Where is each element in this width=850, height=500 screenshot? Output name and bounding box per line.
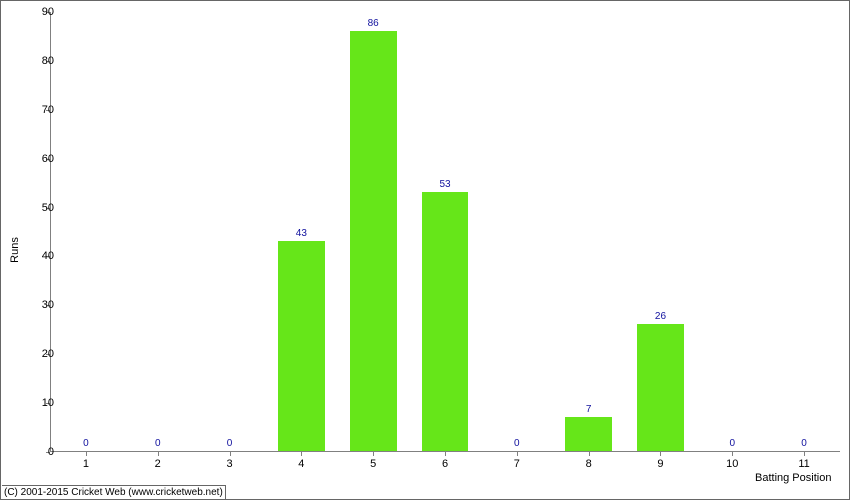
bar-value-label: 53: [439, 179, 450, 190]
xtick-label: 4: [298, 458, 304, 470]
xtick-label: 6: [442, 458, 448, 470]
ytick-label: 60: [42, 153, 54, 165]
bar: [422, 192, 469, 451]
xtick-mark: [804, 452, 805, 456]
bar: [278, 241, 325, 451]
bar: [350, 31, 397, 451]
ytick-label: 30: [42, 299, 54, 311]
bar-value-label: 26: [655, 311, 666, 322]
bar-value-label: 7: [586, 404, 592, 415]
y-axis-line: [50, 12, 51, 452]
copyright-label: (C) 2001-2015 Cricket Web (www.cricketwe…: [2, 485, 226, 499]
xtick-mark: [589, 452, 590, 456]
xtick-label: 10: [726, 458, 738, 470]
ytick-label: 70: [42, 104, 54, 116]
ytick-label: 40: [42, 250, 54, 262]
bar-value-label: 0: [227, 438, 233, 449]
ytick-label: 50: [42, 202, 54, 214]
bar-value-label: 86: [368, 18, 379, 29]
xtick-mark: [230, 452, 231, 456]
bar-value-label: 0: [155, 438, 161, 449]
xtick-label: 1: [83, 458, 89, 470]
bar: [565, 417, 612, 451]
bar-value-label: 0: [729, 438, 735, 449]
xtick-label: 3: [226, 458, 232, 470]
plot-area: 0 0 0 43 86 53 0 7 26 0 0: [50, 12, 840, 452]
bar-value-label: 0: [83, 438, 89, 449]
bar-value-label: 43: [296, 228, 307, 239]
xtick-label: 9: [657, 458, 663, 470]
x-axis-label: Batting Position: [755, 472, 831, 484]
bar: [637, 324, 684, 451]
ytick-label: 20: [42, 348, 54, 360]
y-axis-label: Runs: [9, 237, 21, 263]
xtick-mark: [301, 452, 302, 456]
ytick-label: 0: [48, 446, 54, 458]
bar-value-label: 0: [801, 438, 807, 449]
bar-value-label: 0: [514, 438, 520, 449]
chart-container: Runs 000438653072600 (C) 2001-2015 Crick…: [0, 0, 850, 500]
ytick-label: 80: [42, 55, 54, 67]
xtick-label: 2: [155, 458, 161, 470]
xtick-mark: [86, 452, 87, 456]
ytick-label: 10: [42, 397, 54, 409]
xtick-mark: [158, 452, 159, 456]
xtick-mark: [445, 452, 446, 456]
xtick-mark: [517, 452, 518, 456]
xtick-label: 8: [586, 458, 592, 470]
xtick-label: 5: [370, 458, 376, 470]
xtick-label: 11: [798, 458, 809, 470]
xtick-mark: [732, 452, 733, 456]
xtick-mark: [373, 452, 374, 456]
xtick-label: 7: [514, 458, 520, 470]
ytick-label: 90: [42, 6, 54, 18]
xtick-mark: [660, 452, 661, 456]
